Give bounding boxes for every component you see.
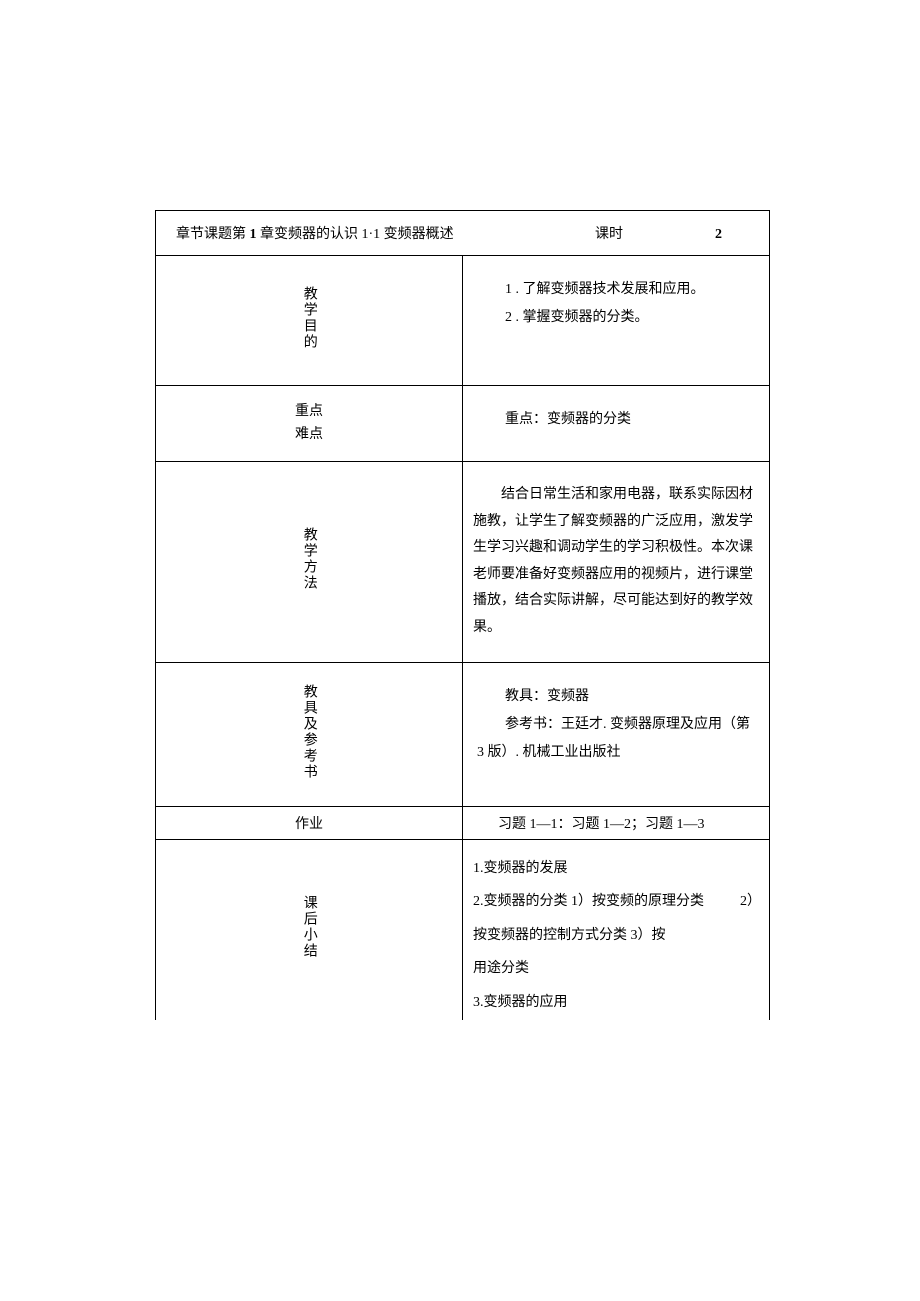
difficulty-label: 难点 (160, 424, 458, 446)
summary-line-2: 2.变频器的分类 1）按变频的原理分类2）按变频器的控制方式分类 3）按 (473, 885, 759, 952)
teaching-aids-label-cell: 教具及参考书 (156, 662, 463, 806)
header-row: 章节课题第 1 章变频器的认识 1·1 变频器概述 课时 2 (156, 211, 770, 256)
teaching-method-content: 结合日常生活和家用电器，联系实际因材施教，让学生了解变频器的广泛应用，激发学生学… (463, 462, 770, 663)
homework-text: 习题 1—1：习题 1—2；习题 1—3 (477, 817, 705, 832)
objective-item-1: 1 . 了解变频器技术发展和应用。 (477, 276, 755, 304)
teaching-aids-label: 教具及参考书 (301, 684, 316, 780)
summary-line-1: 1.变频器的发展 (473, 852, 759, 886)
homework-content: 习题 1—1：习题 1—2；习题 1—3 (463, 806, 770, 839)
teaching-objective-row: 教学目的 1 . 了解变频器技术发展和应用。 2 . 掌握变频器的分类。 (156, 256, 770, 386)
summary-row: 课后小结 1.变频器的发展 2.变频器的分类 1）按变频的原理分类2）按变频器的… (156, 839, 770, 1019)
homework-label-cell: 作业 (156, 806, 463, 839)
lesson-plan-page: 章节课题第 1 章变频器的认识 1·1 变频器概述 课时 2 教学目的 1 . … (155, 210, 770, 1020)
objective-item-2: 2 . 掌握变频器的分类。 (477, 304, 755, 332)
key-difficulty-content: 重点：变频器的分类 (463, 386, 770, 462)
teaching-objective-content: 1 . 了解变频器技术发展和应用。 2 . 掌握变频器的分类。 (463, 256, 770, 386)
key-difficulty-label-cell: 重点 难点 (156, 386, 463, 462)
lesson-plan-table: 章节课题第 1 章变频器的认识 1·1 变频器概述 课时 2 教学目的 1 . … (155, 210, 770, 1020)
homework-label: 作业 (295, 817, 323, 832)
class-hour-label: 课时 (595, 223, 715, 243)
teaching-method-text: 结合日常生活和家用电器，联系实际因材施教，让学生了解变频器的广泛应用，激发学生学… (473, 482, 759, 642)
chapter-title: 章节课题第 1 章变频器的认识 1·1 变频器概述 (176, 223, 595, 243)
header-cell: 章节课题第 1 章变频器的认识 1·1 变频器概述 课时 2 (156, 211, 770, 256)
summary-label-cell: 课后小结 (156, 839, 463, 1019)
summary-line-3: 3.变频器的应用 (473, 986, 759, 1020)
key-label: 重点 (160, 401, 458, 423)
key-difficulty-row: 重点 难点 重点：变频器的分类 (156, 386, 770, 462)
class-hour-value: 2 (715, 227, 755, 243)
title-mid: 章变频器的认识 1·1 变频器概述 (257, 227, 454, 242)
summary-content: 1.变频器的发展 2.变频器的分类 1）按变频的原理分类2）按变频器的控制方式分… (463, 839, 770, 1019)
teaching-aids-line1: 教具：变频器 (477, 683, 755, 711)
chapter-number: 1 (250, 227, 257, 242)
teaching-aids-row: 教具及参考书 教具：变频器 参考书：王廷才. 变频器原理及应用（第 3 版）. … (156, 662, 770, 806)
homework-row: 作业 习题 1—1：习题 1—2；习题 1—3 (156, 806, 770, 839)
header-row-flex: 章节课题第 1 章变频器的认识 1·1 变频器概述 课时 2 (176, 223, 755, 243)
teaching-method-label-cell: 教学方法 (156, 462, 463, 663)
summary-2a: 2.变频器的分类 1）按变频的原理分类 (473, 894, 704, 909)
teaching-method-row: 教学方法 结合日常生活和家用电器，联系实际因材施教，让学生了解变频器的广泛应用，… (156, 462, 770, 663)
teaching-method-label: 教学方法 (301, 527, 316, 591)
teaching-objective-label-cell: 教学目的 (156, 256, 463, 386)
key-difficulty-text: 重点：变频器的分类 (477, 406, 755, 434)
summary-line-2c: 用途分类 (473, 952, 759, 986)
teaching-aids-line2: 参考书：王廷才. 变频器原理及应用（第 3 版）. 机械工业出版社 (477, 711, 755, 767)
title-prefix: 章节课题第 (176, 227, 250, 242)
teaching-aids-content: 教具：变频器 参考书：王廷才. 变频器原理及应用（第 3 版）. 机械工业出版社 (463, 662, 770, 806)
teaching-objective-label: 教学目的 (301, 286, 316, 350)
summary-label: 课后小结 (301, 895, 316, 959)
